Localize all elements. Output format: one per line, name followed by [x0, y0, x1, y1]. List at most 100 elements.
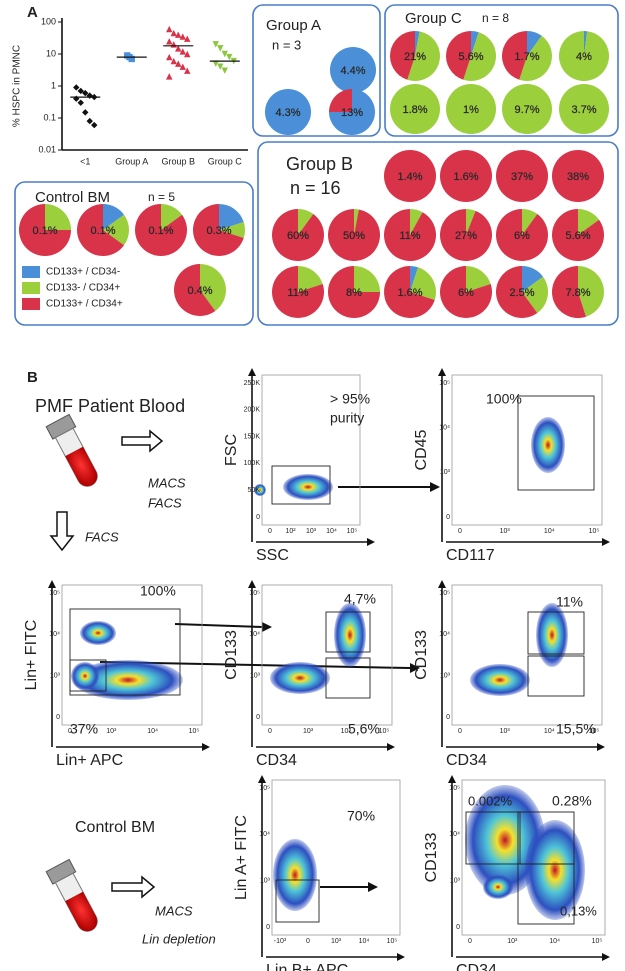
gate	[527, 611, 585, 655]
density-blob	[334, 603, 366, 667]
x-tick-label: 10⁴	[341, 728, 352, 735]
pie-slice	[161, 204, 183, 230]
tube-icon	[45, 858, 98, 932]
gate	[271, 465, 331, 505]
pie-slice	[439, 209, 492, 261]
pie-label: 5.6%	[458, 51, 483, 63]
gate	[275, 879, 320, 923]
group-box	[384, 4, 619, 137]
data-point	[175, 60, 182, 67]
gate-label: 0.28%	[552, 793, 592, 809]
x-tick-label: 10⁵	[589, 728, 600, 735]
panel-label: B	[27, 369, 38, 386]
pie-slice	[103, 204, 125, 230]
pie-slice	[134, 204, 187, 256]
data-point	[86, 117, 93, 125]
x-tick-label: 10⁵	[589, 528, 600, 535]
process-arrow	[111, 875, 156, 899]
y-tick-label: 10⁵	[249, 590, 260, 597]
y-tick-label: 0	[456, 924, 460, 931]
pie-slice	[193, 204, 244, 257]
data-point	[73, 95, 80, 102]
x-tick-label: 10⁵	[379, 728, 390, 735]
y-tick-label: 10³	[50, 673, 61, 680]
y-tick-label: 10⁵	[449, 785, 460, 792]
x-tick-label: 10⁵	[592, 938, 603, 945]
axis-arrow	[202, 743, 210, 751]
flow-arrow-head	[430, 482, 440, 492]
x-tick-label: 10⁴	[549, 938, 560, 945]
data-point	[184, 50, 191, 58]
pie-label: 0.3%	[206, 225, 231, 237]
y-tick-label: 10⁴	[249, 631, 260, 638]
x-axis-label: CD34	[456, 962, 497, 971]
pie-slice	[471, 31, 479, 56]
x-tick-label: 10⁵	[189, 728, 200, 735]
pie-label: 1.4%	[397, 171, 422, 183]
flow-arrow	[174, 623, 263, 628]
x-tick-label: 10³	[106, 728, 117, 735]
data-point	[73, 84, 80, 91]
y-tick-label: 0	[256, 714, 260, 721]
pie-label: 21%	[404, 51, 426, 63]
y-axis-label: CD133	[423, 833, 440, 883]
group-box	[14, 181, 254, 326]
pie-slice	[522, 276, 548, 314]
axis-arrow	[597, 743, 605, 751]
pie-slice	[527, 31, 542, 56]
pie-slice	[466, 209, 476, 235]
density-blob	[465, 785, 545, 895]
legend-swatch	[22, 298, 40, 310]
gate	[517, 863, 575, 925]
data-point	[221, 67, 228, 74]
data-point	[221, 50, 228, 58]
pie-slice	[19, 204, 71, 256]
pie-slice	[522, 209, 538, 235]
plot-frame	[451, 584, 603, 726]
data-point	[77, 87, 84, 95]
y-tick-label: 10³	[440, 673, 451, 680]
y-axis-label: CD133	[223, 630, 240, 680]
pie-slice	[463, 32, 497, 81]
axis-arrow	[397, 953, 405, 961]
data-point	[82, 109, 89, 116]
group-box	[252, 4, 381, 137]
pie-slice	[410, 267, 436, 301]
x-axis-label: CD34	[256, 752, 297, 769]
y-tick-label: 10⁵	[259, 785, 270, 792]
legend-label: CD133- / CD34+	[46, 283, 120, 294]
group-n: n = 5	[148, 190, 175, 204]
flow-arrow-head	[262, 622, 272, 632]
pie-slice	[440, 266, 492, 318]
axis-arrow	[602, 953, 610, 961]
pie-label: 50%	[343, 230, 365, 242]
annotation: MACS	[148, 475, 186, 490]
axis-arrow	[367, 538, 375, 546]
pie-slice	[410, 266, 419, 292]
pie-slice	[298, 266, 323, 292]
y-axis-label: Lin A+ FITC	[233, 815, 250, 900]
plot-frame	[261, 374, 361, 526]
pie-slice	[522, 266, 544, 292]
data-point	[166, 25, 173, 33]
y-tick-label: 10⁴	[439, 425, 450, 432]
gate-label: 37%	[70, 721, 98, 737]
pie-label: 8%	[346, 287, 362, 299]
y-tick-label: 0	[266, 924, 270, 931]
x-tick-label: Group A	[115, 156, 148, 166]
pie-slice	[76, 204, 125, 257]
x-tick-label: 10³	[500, 728, 511, 735]
pie-slice	[103, 214, 129, 246]
axis-arrow	[258, 775, 266, 783]
axis-arrow	[248, 368, 256, 376]
pie-slice	[271, 266, 324, 318]
density-blob	[470, 664, 530, 696]
density-blob	[273, 839, 317, 911]
pie-label: 27%	[455, 230, 477, 242]
pie-slice	[552, 150, 604, 202]
y-tick-label: 1	[51, 80, 56, 90]
x-tick-label: 10³	[306, 528, 317, 535]
pie-label: 1.6%	[453, 171, 478, 183]
pie-slice	[329, 89, 352, 112]
flow-arrow-head	[368, 882, 378, 892]
